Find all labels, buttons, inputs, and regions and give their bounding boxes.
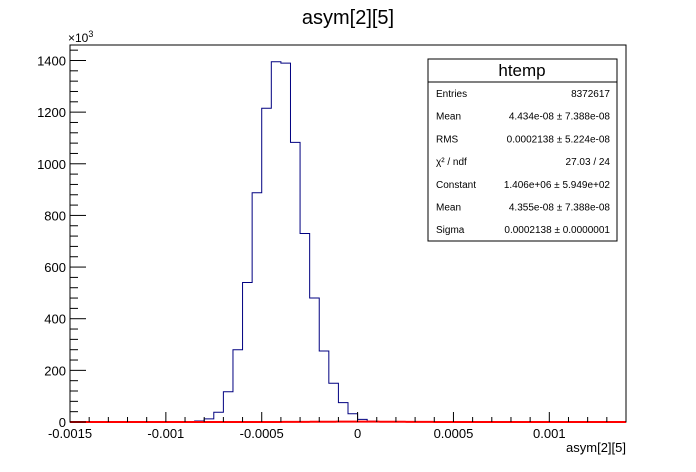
stats-row-label: Mean (436, 203, 461, 214)
y-tick-label: 600 (44, 260, 66, 275)
histogram-bin (281, 63, 291, 422)
stats-row-value: 0.0002138 ± 0.0000001 (504, 225, 610, 236)
histogram-bin (243, 283, 253, 422)
stats-row-value: 4.434e-08 ± 7.388e-08 (509, 112, 611, 123)
stats-row-value: 0.0002138 ± 5.224e-08 (507, 134, 611, 145)
x-axis: -0.0015 -0.001 -0.0005 0 0.0005 0.001 (48, 412, 627, 441)
x-tick-label: -0.0015 (48, 426, 92, 441)
stats-row-label: RMS (436, 134, 459, 145)
y-exponent-label: ×103 (68, 29, 93, 45)
x-tick-label: 0.0005 (434, 426, 474, 441)
stats-box-rows: Entries 8372617 Mean 4.434e-08 ± 7.388e-08 R… (436, 89, 610, 236)
histogram-bin (262, 108, 272, 422)
chart-title: asym[2][5] (302, 7, 394, 29)
x-tick-label: -0.001 (147, 426, 184, 441)
y-tick-label: 400 (44, 312, 66, 327)
histogram-bin (271, 62, 281, 422)
stats-row-label: χ² / ndf (436, 157, 467, 168)
stats-row-label: Entries (436, 89, 467, 100)
stats-row-label: Constant (436, 180, 476, 191)
histogram-bin (310, 298, 320, 422)
histogram-bin (329, 383, 339, 422)
y-tick-label: 1400 (37, 53, 66, 68)
histogram-series (70, 61, 444, 423)
y-axis: 0 200 400 600 800 1000 1200 1400 (37, 49, 86, 430)
y-tick-label: 0 (59, 415, 66, 430)
histogram-bin (290, 142, 300, 422)
stats-row-value: 1.406e+06 ± 5.949e+02 (504, 180, 611, 191)
x-tick-label: -0.0005 (240, 426, 284, 441)
y-tick-label: 1200 (37, 105, 66, 120)
histogram-bin (233, 350, 243, 422)
histogram-bin (223, 392, 233, 422)
stats-row-label: Mean (436, 112, 461, 123)
y-tick-label: 800 (44, 208, 66, 223)
stats-row-value: 8372617 (571, 89, 610, 100)
stats-box: htemp Entries 8372617 Mean 4.434e-08 ± 7.38… (427, 58, 618, 242)
histogram-bin (214, 412, 224, 422)
stats-box-title: htemp (498, 61, 545, 80)
x-tick-label: 0.001 (533, 426, 566, 441)
stats-row-label: Sigma (436, 225, 465, 236)
histogram-bin (300, 234, 310, 423)
y-tick-label: 200 (44, 363, 66, 378)
x-axis-label: asym[2][5] (566, 440, 626, 455)
stats-row-value: 27.03 / 24 (566, 157, 611, 168)
histogram-outline (70, 61, 444, 423)
histogram-bin (252, 193, 262, 422)
histogram-bin (338, 403, 348, 422)
histogram-bin (319, 351, 329, 422)
stats-box-frame (427, 58, 618, 242)
stats-row-value: 4.355e-08 ± 7.388e-08 (509, 203, 611, 214)
y-tick-label: 1000 (37, 157, 66, 172)
x-tick-label: 0 (354, 426, 361, 441)
